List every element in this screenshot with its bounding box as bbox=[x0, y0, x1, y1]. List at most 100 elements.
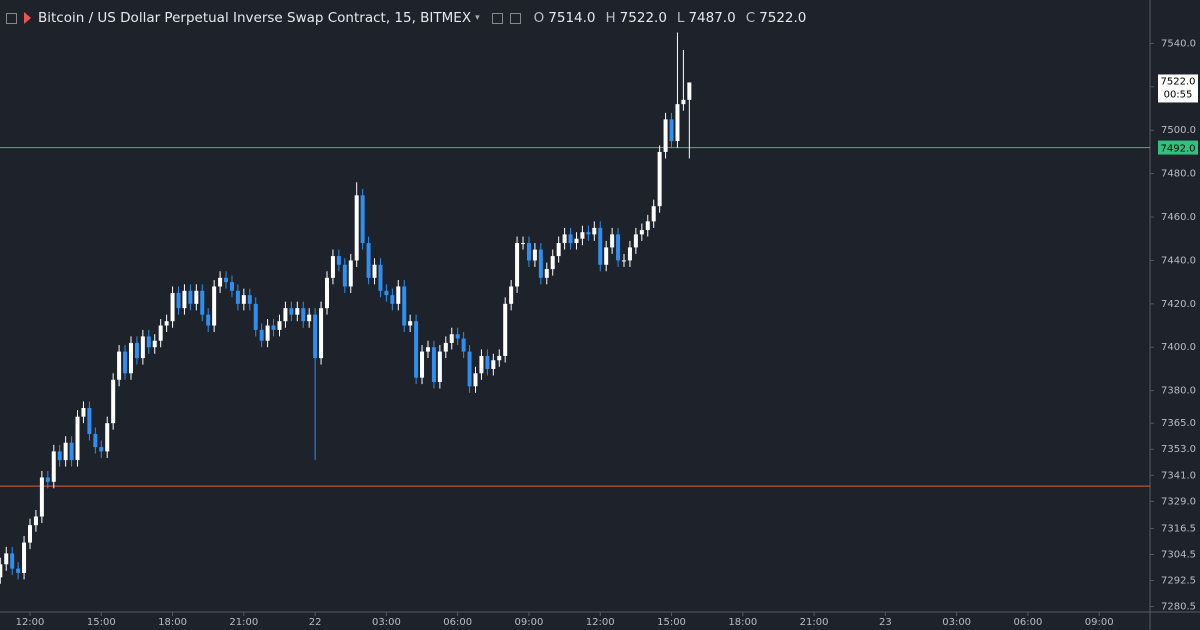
candle-body bbox=[295, 308, 300, 315]
candle-body bbox=[158, 325, 163, 341]
candle-body bbox=[128, 342, 133, 374]
candle-body bbox=[111, 379, 116, 424]
candle-body bbox=[443, 342, 448, 352]
x-tick-label: 21:00 bbox=[800, 617, 829, 628]
candle-body bbox=[467, 351, 472, 387]
price-tag-label: 7492.0 bbox=[1161, 144, 1196, 155]
y-tick-label: 7304.5 bbox=[1161, 549, 1196, 560]
y-tick-label: 7292.5 bbox=[1161, 576, 1196, 587]
candle-body bbox=[313, 314, 318, 359]
candle-body bbox=[366, 243, 371, 278]
candle-body bbox=[10, 553, 15, 569]
x-tick-label: 09:00 bbox=[515, 617, 544, 628]
candle-body bbox=[170, 292, 175, 322]
flag bbox=[24, 12, 31, 24]
candle-body bbox=[265, 325, 270, 341]
candle-body bbox=[538, 249, 543, 278]
candle-body bbox=[414, 321, 419, 378]
ohlc-key: H bbox=[605, 10, 616, 26]
candle-body bbox=[259, 329, 264, 341]
y-tick-label: 7380.0 bbox=[1161, 386, 1196, 397]
candle-body bbox=[627, 247, 632, 261]
y-tick-label: 7400.0 bbox=[1161, 342, 1196, 353]
y-tick-label: 7540.0 bbox=[1161, 38, 1196, 49]
candle-body bbox=[420, 351, 425, 378]
dropdown[interactable]: ▾ bbox=[475, 13, 480, 23]
candle-body bbox=[69, 442, 74, 461]
x-tick-label: 12:00 bbox=[16, 617, 45, 628]
candle-body bbox=[622, 260, 626, 262]
candle-body bbox=[663, 119, 668, 152]
candle-body bbox=[75, 416, 80, 461]
y-tick-label: 7440.0 bbox=[1161, 255, 1196, 266]
ohlc-key: O bbox=[533, 10, 545, 26]
candle-body bbox=[152, 340, 157, 348]
candle-body bbox=[229, 282, 234, 291]
candle-body bbox=[33, 516, 38, 526]
candle-body bbox=[235, 290, 240, 304]
candle-body bbox=[319, 308, 324, 359]
candle-body bbox=[616, 234, 621, 261]
candle-body bbox=[182, 290, 187, 309]
candle-body bbox=[164, 321, 169, 326]
y-tick-label: 7480.0 bbox=[1161, 169, 1196, 180]
candle-body bbox=[224, 277, 229, 283]
candle-body bbox=[509, 286, 514, 304]
candle-body bbox=[449, 334, 454, 343]
countdown: 00:55 bbox=[1164, 89, 1193, 100]
ohlc-key: C bbox=[745, 10, 756, 26]
candle-body bbox=[639, 230, 644, 235]
price-tag bbox=[1158, 140, 1198, 155]
candle-body bbox=[134, 342, 139, 359]
candle-body bbox=[651, 206, 656, 222]
candle-body bbox=[657, 151, 662, 207]
candle-body bbox=[289, 308, 294, 315]
candle-body bbox=[497, 355, 502, 361]
last-price-label: 7522.0 bbox=[1161, 76, 1196, 87]
candle-body bbox=[675, 104, 680, 142]
candle-body bbox=[681, 99, 686, 105]
icon[interactable] bbox=[491, 12, 503, 24]
candle-body bbox=[378, 264, 383, 291]
icon[interactable] bbox=[6, 12, 17, 24]
candle-body bbox=[45, 477, 50, 482]
candle-body bbox=[598, 227, 603, 265]
candle-body bbox=[568, 234, 573, 244]
candle-body bbox=[140, 336, 145, 359]
icon[interactable] bbox=[509, 12, 521, 24]
candle-body bbox=[22, 542, 27, 573]
candle-body bbox=[360, 195, 365, 244]
candle-body bbox=[336, 256, 341, 265]
candle-body bbox=[455, 334, 460, 339]
x-tick-label: 06:00 bbox=[443, 617, 472, 628]
candle-body bbox=[0, 564, 3, 578]
candle-body bbox=[437, 351, 442, 382]
candle-body bbox=[390, 295, 395, 304]
candle-body bbox=[16, 568, 21, 573]
x-tick-label: 18:00 bbox=[728, 617, 757, 628]
candle-body bbox=[669, 119, 674, 142]
candle-body bbox=[277, 321, 282, 330]
x-tick-label: 21:00 bbox=[229, 617, 258, 628]
y-tick-label: 7460.0 bbox=[1161, 212, 1196, 223]
candle-body bbox=[556, 243, 561, 257]
candle-body bbox=[330, 256, 335, 278]
candle-body bbox=[247, 295, 252, 304]
symbol-title[interactable]: Bitcoin / US Dollar Perpetual Inverse Sw… bbox=[38, 10, 472, 26]
candle-body bbox=[105, 423, 110, 452]
candle-body bbox=[63, 442, 68, 461]
candle-body bbox=[574, 238, 579, 244]
candle-body bbox=[253, 303, 258, 330]
candle-body bbox=[146, 336, 151, 348]
candle-body bbox=[604, 247, 609, 265]
candle-body bbox=[283, 308, 288, 322]
candle-body bbox=[218, 277, 223, 287]
candle-body bbox=[194, 290, 199, 304]
candle-body bbox=[99, 447, 104, 452]
ohlc-key: L bbox=[676, 10, 685, 26]
x-tick-label: 12:00 bbox=[586, 617, 615, 628]
x-tick-label: 15:00 bbox=[657, 617, 686, 628]
y-tick-label: 7280.5 bbox=[1161, 602, 1196, 613]
candle-body bbox=[473, 373, 478, 387]
